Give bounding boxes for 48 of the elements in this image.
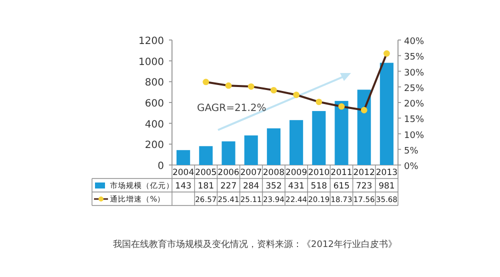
data-label: 352 [266,182,282,192]
y-tick-label: 800 [144,78,164,89]
bar [380,62,394,165]
data-label: 227 [220,182,237,192]
bar [222,141,236,165]
y-tick-label: 400 [144,119,164,130]
y-tick-label: 1000 [138,56,164,68]
x-tick-label: 2007 [240,168,262,178]
bar [199,146,213,165]
y2-tick-label: 20% [404,100,424,110]
y2-tick-label: 35% [404,52,424,63]
bar [176,150,190,165]
y2-tick-label: 10% [404,130,424,141]
y2-tick-label: 25% [404,84,424,94]
y2-tick-label: 0% [404,162,419,172]
x-tick-label: 2006 [218,168,240,178]
y2-tick-label: 5% [404,146,419,156]
text: 我国在线教育市场规模及变化情况，资料来源：《2012年行业白皮书》 [113,239,397,250]
x-tick-label: 2008 [262,168,285,178]
y-tick-label: 200 [144,140,164,152]
data-label: 518 [310,182,328,192]
bar [266,128,280,165]
x-tick-label: 2004 [172,168,194,178]
data-label: 284 [242,182,260,192]
bar [290,120,304,165]
y-tick-label: 0 [158,161,164,172]
bar [244,135,258,165]
y2-tick-label: 15% [404,115,424,126]
y-tick-label: 1200 [138,36,164,47]
data-label: 181 [198,182,214,192]
bar [312,111,326,165]
bar [334,100,348,165]
y-tick-label: 600 [144,98,164,110]
data-label: 981 [378,182,395,192]
data-label: 431 [288,182,304,192]
x-tick-label: 2012 [353,168,375,178]
y2-tick-label: 30% [404,68,424,78]
annotation: GAGR=21.2% [197,103,266,114]
x-tick-label: 2010 [308,168,330,178]
y2-tick-label: 40% [404,37,424,47]
data-label: 723 [356,182,372,192]
x-tick-label: 2009 [285,168,308,178]
x-tick-label: 2011 [330,168,352,178]
x-tick-label: 2005 [195,168,217,178]
x-tick-label: 2013 [376,168,398,178]
data-label: 615 [333,182,350,192]
data-label: 143 [175,182,192,192]
bar [357,90,371,165]
